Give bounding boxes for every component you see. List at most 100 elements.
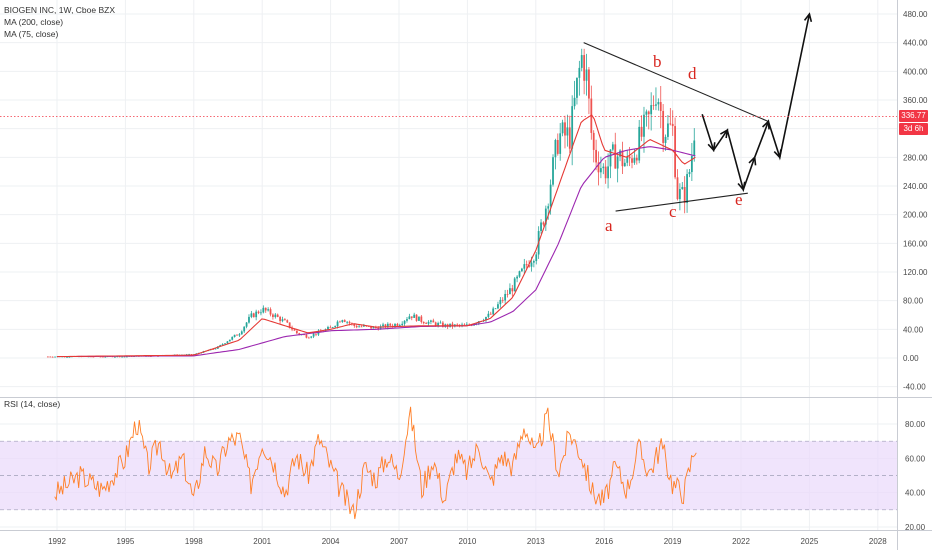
candle-body — [532, 261, 535, 263]
candle-body — [422, 321, 425, 324]
rsi-series-line — [54, 406, 697, 520]
candle-body — [92, 356, 95, 358]
time-tick-label: 2001 — [253, 537, 271, 546]
candle-body — [640, 126, 643, 137]
candle-body — [305, 334, 308, 338]
candle-body — [236, 334, 238, 336]
candle-body — [51, 356, 54, 358]
candle-body — [494, 308, 497, 310]
ma-75-line — [56, 114, 696, 358]
candle-body — [633, 157, 636, 163]
candle-body — [434, 322, 437, 326]
price-tick-label: 80.00 — [903, 297, 924, 306]
candle-body — [408, 316, 411, 320]
candle-body — [595, 149, 598, 163]
price-axis-ticks: 480.00440.00400.00360.00320.00280.00240.… — [903, 10, 928, 392]
triangle-lower-trendline — [615, 192, 748, 212]
candle-body — [233, 334, 236, 337]
candle-body — [293, 329, 296, 331]
candle-body — [566, 127, 569, 136]
candle-body — [652, 105, 655, 106]
candle-body — [343, 320, 346, 322]
candle-body — [68, 356, 71, 358]
candle-body — [413, 314, 416, 318]
candle-body — [547, 206, 550, 209]
candle-body — [46, 356, 49, 358]
candle-body — [341, 320, 344, 322]
candle-body — [693, 140, 696, 156]
price-tick-label: 440.00 — [903, 39, 928, 48]
candle-body — [499, 299, 502, 305]
candle-body — [441, 322, 444, 327]
ma-75-legend[interactable]: MA (75, close) — [4, 29, 59, 39]
wave-label-a: a — [605, 216, 613, 235]
candle-body — [585, 69, 588, 81]
time-tick-label: 2007 — [390, 537, 408, 546]
candle-body — [492, 308, 495, 315]
candle-body — [394, 323, 396, 327]
price-tick-label: 240.00 — [903, 182, 928, 191]
candle-body — [604, 166, 607, 179]
candle-body — [688, 172, 691, 175]
candle-body — [312, 333, 315, 337]
candle-body — [643, 114, 645, 137]
time-tick-label: 2016 — [595, 537, 613, 546]
candle-body — [336, 321, 339, 327]
candle-body — [104, 356, 107, 358]
ma-200-legend[interactable]: MA (200, close) — [4, 17, 64, 27]
candle-body — [250, 313, 253, 317]
wave-label-d: d — [688, 64, 697, 83]
projection-path — [701, 13, 811, 193]
candle-body — [219, 344, 222, 347]
candle-body — [542, 222, 545, 225]
candle-body — [415, 314, 418, 321]
price-tick-label: 200.00 — [903, 211, 928, 220]
candle-body — [678, 189, 681, 200]
triangle-upper-trendline — [583, 42, 769, 123]
candle-body — [382, 324, 384, 327]
candle-body — [379, 326, 382, 330]
candle-body — [331, 327, 334, 328]
time-tick-label: 1998 — [185, 537, 203, 546]
candle-body — [226, 341, 229, 344]
candle-body — [262, 307, 265, 313]
candle-body — [432, 320, 435, 323]
candle-body — [485, 316, 487, 321]
projection-arrowhead — [748, 155, 757, 166]
candle-body — [530, 262, 533, 267]
symbol-title[interactable]: BIOGEN INC, 1W, Cboe BZX — [4, 5, 116, 15]
candle-body — [281, 319, 284, 322]
candle-body — [264, 307, 267, 311]
candle-body — [686, 174, 688, 203]
candle-body — [370, 326, 372, 329]
candle-body — [190, 354, 193, 355]
candle-body — [456, 324, 459, 326]
time-tick-label: 2013 — [527, 537, 545, 546]
price-tick-label: 400.00 — [903, 67, 928, 76]
candle-body — [571, 106, 574, 149]
price-tick-label: 120.00 — [903, 268, 928, 277]
candle-body — [458, 324, 461, 326]
wave-label-b: b — [653, 52, 662, 71]
candle-body — [291, 327, 293, 330]
candle-body — [513, 278, 516, 292]
candle-body — [355, 325, 358, 328]
candle-body — [650, 105, 653, 115]
candle-body — [238, 334, 241, 336]
candle-body — [501, 299, 504, 301]
candle-body — [125, 356, 128, 358]
candle-body — [671, 123, 674, 127]
candle-body — [487, 313, 490, 317]
rsi-legend[interactable]: RSI (14, close) — [4, 398, 60, 410]
candle-body — [418, 316, 420, 321]
candle-body — [425, 323, 428, 324]
candle-body — [588, 69, 590, 99]
projection-arrowhead — [737, 181, 746, 192]
candle-body — [212, 349, 214, 350]
candle-body — [228, 339, 231, 342]
candle-body — [396, 323, 399, 326]
time-tick-label: 2028 — [869, 537, 887, 546]
candle-body — [669, 123, 672, 125]
